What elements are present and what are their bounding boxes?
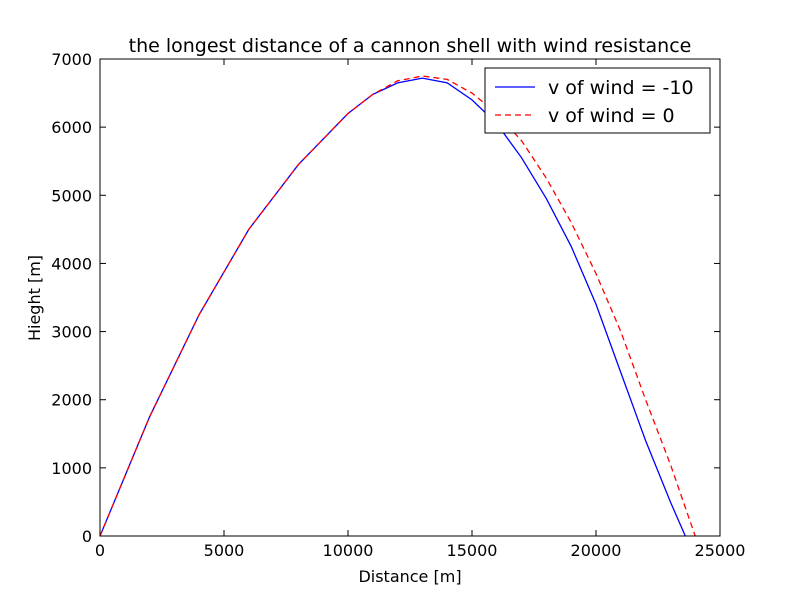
plot-frame xyxy=(99,58,721,537)
legend-label-1: v of wind = -10 xyxy=(548,77,694,99)
x-tick-label: 0 xyxy=(95,541,105,560)
x-tick-label: 25000 xyxy=(695,541,746,560)
y-tick-label: 3000 xyxy=(51,323,92,342)
legend-box xyxy=(484,67,711,134)
y-tick-label: 1000 xyxy=(51,459,92,478)
y-tick-label: 7000 xyxy=(51,50,92,69)
x-tick-label: 20000 xyxy=(571,541,622,560)
y-tick-label: 5000 xyxy=(51,186,92,205)
legend-label-2: v of wind = 0 xyxy=(548,105,675,127)
legend: v of wind = -10 v of wind = 0 xyxy=(484,67,711,134)
series-line-1 xyxy=(99,77,686,537)
x-tick-label: 5000 xyxy=(204,541,245,560)
x-tick-label: 10000 xyxy=(323,541,374,560)
y-tick-label: 6000 xyxy=(51,118,92,137)
y-tick-label: 0 xyxy=(82,527,92,546)
chart-title: the longest distance of a cannon shell w… xyxy=(129,35,692,57)
y-tick-label: 2000 xyxy=(51,391,92,410)
x-tick-label: 15000 xyxy=(447,541,498,560)
series-line-2 xyxy=(99,75,696,537)
y-tick-label: 4000 xyxy=(51,254,92,273)
x-axis-title: Distance [m] xyxy=(358,567,461,586)
y-axis-title: Hieght [m] xyxy=(25,255,44,341)
plot-area xyxy=(99,58,721,537)
axis-ticks: 0 5000 10000 15000 20000 25000 0 1000 2000 3000 40… xyxy=(51,50,745,560)
